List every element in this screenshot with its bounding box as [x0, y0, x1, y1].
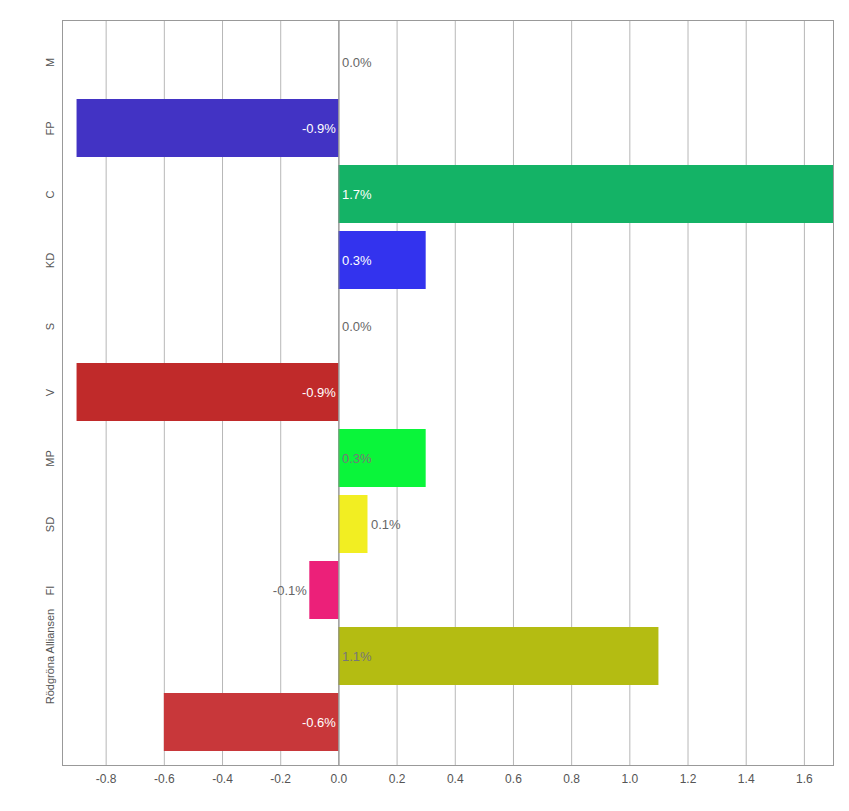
svg-text:1.1%: 1.1%	[342, 649, 372, 664]
svg-text:FP: FP	[44, 121, 56, 135]
svg-text:-0.1%: -0.1%	[273, 583, 307, 598]
svg-text:0.6: 0.6	[505, 772, 522, 786]
svg-text:1.0: 1.0	[621, 772, 638, 786]
svg-text:0.4: 0.4	[447, 772, 464, 786]
svg-text:-0.6: -0.6	[154, 772, 175, 786]
svg-text:0.2: 0.2	[389, 772, 406, 786]
svg-text:1.4: 1.4	[738, 772, 755, 786]
svg-text:C: C	[44, 190, 56, 198]
svg-text:1.2: 1.2	[680, 772, 697, 786]
svg-text:0.3%: 0.3%	[342, 451, 372, 466]
svg-text:0.0%: 0.0%	[342, 55, 372, 70]
svg-text:0.1%: 0.1%	[371, 517, 401, 532]
svg-text:Rödgröna Alliansen: Rödgröna Alliansen	[44, 609, 56, 704]
svg-text:0.3%: 0.3%	[342, 253, 372, 268]
svg-text:FI: FI	[44, 586, 56, 596]
svg-text:S: S	[44, 323, 56, 330]
svg-text:-0.6%: -0.6%	[302, 715, 336, 730]
svg-text:0.0%: 0.0%	[342, 319, 372, 334]
svg-text:-0.9%: -0.9%	[302, 385, 336, 400]
svg-text:M: M	[44, 58, 56, 67]
svg-text:-0.2: -0.2	[270, 772, 291, 786]
svg-text:1.6: 1.6	[796, 772, 813, 786]
svg-text:0.0: 0.0	[331, 772, 348, 786]
svg-text:-0.9%: -0.9%	[302, 121, 336, 136]
svg-text:KD: KD	[44, 253, 56, 268]
svg-text:SD: SD	[44, 517, 56, 532]
svg-text:-0.4: -0.4	[212, 772, 233, 786]
svg-text:0.8: 0.8	[563, 772, 580, 786]
svg-text:MP: MP	[44, 450, 56, 467]
svg-text:-0.8: -0.8	[96, 772, 117, 786]
svg-text:1.7%: 1.7%	[342, 187, 372, 202]
svg-text:V: V	[44, 388, 56, 396]
